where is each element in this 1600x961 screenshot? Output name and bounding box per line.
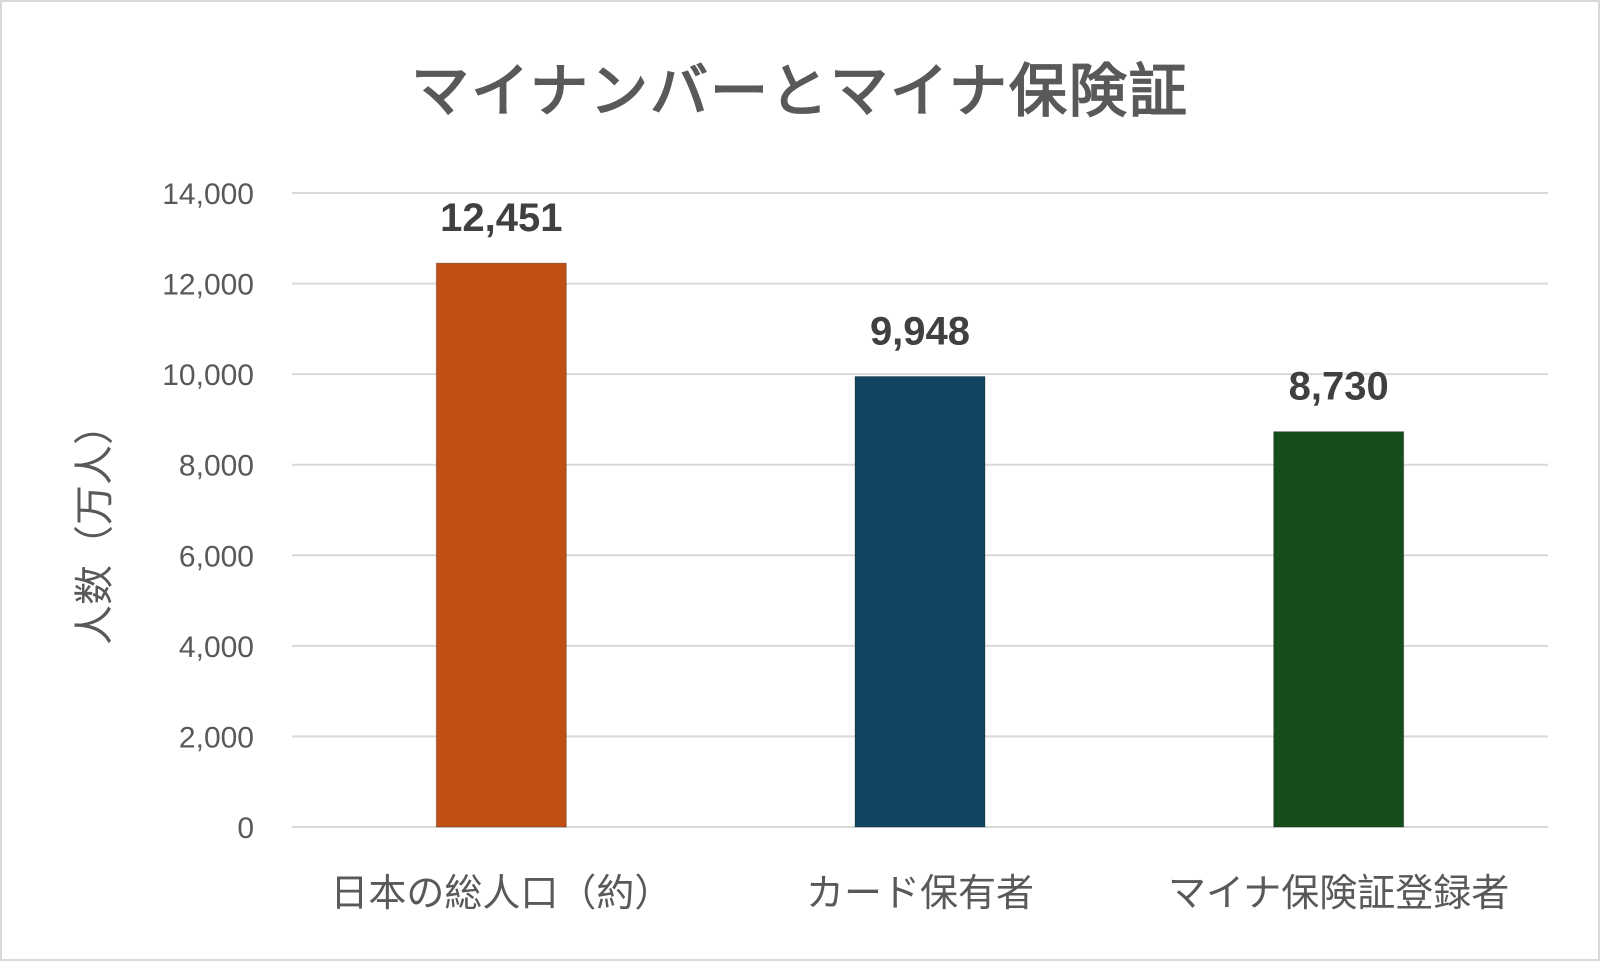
y-tick-label: 2,000 [179, 721, 254, 754]
x-category-label: マイナ保険証登録者 [1168, 871, 1509, 915]
bar [435, 262, 567, 828]
data-labels: 12,451 9,948 8,730 [440, 196, 1389, 409]
y-tick-label: 6,000 [179, 540, 254, 573]
data-label: 8,730 [1289, 365, 1389, 409]
y-axis-ticks: 0 2,000 4,000 6,000 8,000 10,000 12,000 14,000 [162, 178, 254, 845]
bar [854, 375, 986, 828]
y-axis-label: 人数（万人） [72, 405, 118, 645]
y-tick-label: 12,000 [162, 269, 254, 302]
bar [1273, 431, 1405, 828]
x-axis-categories: 日本の総人口（約） カード保有者 マイナ保険証登録者 [330, 871, 1509, 915]
data-label: 12,451 [440, 196, 562, 240]
x-category-label: 日本の総人口（約） [330, 871, 672, 915]
x-category-label: カード保有者 [806, 871, 1034, 915]
y-tick-label: 8,000 [179, 450, 254, 483]
y-tick-label: 14,000 [162, 178, 254, 211]
data-label: 9,948 [870, 309, 970, 353]
chart-title: マイナンバーとマイナ保険証 [411, 57, 1189, 125]
y-tick-label: 4,000 [179, 631, 254, 664]
y-tick-label: 0 [237, 812, 254, 845]
bars [435, 262, 1405, 828]
y-tick-label: 10,000 [162, 359, 254, 392]
